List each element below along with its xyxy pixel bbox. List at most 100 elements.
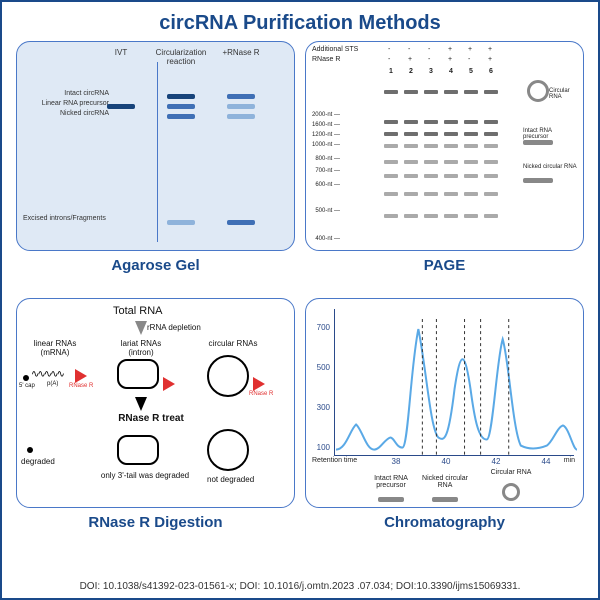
lbl-nicked: Nicked circular RNA [523,164,577,170]
page-band [424,120,438,124]
size-tick: 500-nt — [310,208,340,214]
page-band [464,192,478,196]
page-band [424,144,438,148]
bar-icon-nicked [523,178,553,183]
lbl-rnr1: RNase R [69,383,93,389]
size-tick: 700-nt — [310,168,340,174]
page-body: Additional STS RNase R Circular RNA Inta… [305,41,584,251]
page-band [404,174,418,178]
lbl-linear: linear RNAs (mRNA) [25,339,85,357]
page-band [464,144,478,148]
lbl-rnr3: RNase R [249,391,273,397]
x-tick: 44 [536,457,556,466]
y-tick: 500 [310,363,330,372]
page-band [424,160,438,164]
page-band [384,174,398,178]
panel-rnaser: Total RNA rRNA depletion linear RNAs (mR… [16,298,295,545]
gel-band [227,94,255,99]
gel-band [167,94,195,99]
gel-band [227,220,255,225]
gel-band [167,114,195,119]
lane-sup: 1st [448,41,456,44]
lane-num: 5 [462,68,480,75]
size-tick: 1200-nt — [310,132,340,138]
lane-num: 1 [382,68,400,75]
circle-shape-2 [207,429,249,471]
page-band [424,214,438,218]
page-band [404,132,418,136]
size-tick: 600-nt — [310,182,340,188]
page-band [484,132,498,136]
page-pm: - [388,56,390,63]
page-pm: - [388,46,390,53]
page-band [444,132,458,136]
page-hdr-rnaser: RNase R [312,56,340,63]
x-tick: 40 [436,457,456,466]
page-band [484,214,498,218]
lane-num: 3 [422,68,440,75]
gel-band [227,114,255,119]
bar-icon-intact [523,140,553,145]
page-pm: - [428,46,430,53]
page-band [444,90,458,94]
lbl-deplete: rRNA depletion [147,323,201,332]
gel-row-label: Nicked circRNA [23,110,109,117]
page-hdr-sts: Additional STS [312,46,358,53]
page-band [444,192,458,196]
linear-squiggle: ∿∿∿∿∿ [31,369,63,380]
page-pm: - [408,46,410,53]
size-tick: 2000-nt — [310,112,340,118]
page-band [384,120,398,124]
page-band [384,144,398,148]
page-band [404,144,418,148]
gel-band [167,220,195,225]
page-band [464,214,478,218]
page-band [384,192,398,196]
page-title: circRNA Purification Methods [2,2,598,41]
page-pm: - [428,56,430,63]
page-band [404,214,418,218]
y-tick: 300 [310,403,330,412]
page-pm: - [468,56,470,63]
page-band [484,120,498,124]
y-tick: 700 [310,323,330,332]
lbl-cap: 5' cap [19,383,35,389]
x-axis-label: Retention time [312,457,357,464]
rnaser-icon-2 [163,377,175,391]
agarose-title: Agarose Gel [16,257,295,274]
arrow-depletion [135,321,147,335]
lbl-intact: Intact RNA precursor [523,128,577,140]
lane-num: 6 [482,68,500,75]
deg-dot [27,447,33,453]
size-tick: 1600-nt — [310,122,340,128]
page-band [464,160,478,164]
gel-band [107,104,135,109]
page-band [444,174,458,178]
y-tick: 100 [310,443,330,452]
lane-sup: 2nd [488,41,498,44]
lane-hdr: Circularization reaction [153,48,209,66]
cap-dot [23,375,29,381]
gel-band [227,104,255,109]
page-pm: + [468,46,472,53]
page-band [424,174,438,178]
chrom-title: Chromatography [305,514,584,531]
doi-line: DOI: 10.1038/s41392-023-01561-x; DOI: 10… [2,581,598,592]
rnaser-icon-1 [75,369,87,383]
x-axis-unit: min [564,457,575,464]
arrow-treat [135,397,147,411]
gel-band [167,104,195,109]
page-band [464,90,478,94]
lariat-shape [117,359,159,389]
page-band [384,160,398,164]
rnaser-body: Total RNA rRNA depletion linear RNAs (mR… [16,298,295,508]
lbl-c-nicked: Nicked circular RNA [420,475,470,489]
page-band [484,90,498,94]
lbl-degraded: degraded [21,457,55,466]
lane-num: 2 [402,68,420,75]
page-band [444,214,458,218]
lbl-c-circ: Circular RNA [486,469,536,476]
lbl-circ: circular RNAs [203,339,263,348]
page-pm: + [408,56,412,63]
panel-page: Additional STS RNase R Circular RNA Inta… [305,41,584,288]
